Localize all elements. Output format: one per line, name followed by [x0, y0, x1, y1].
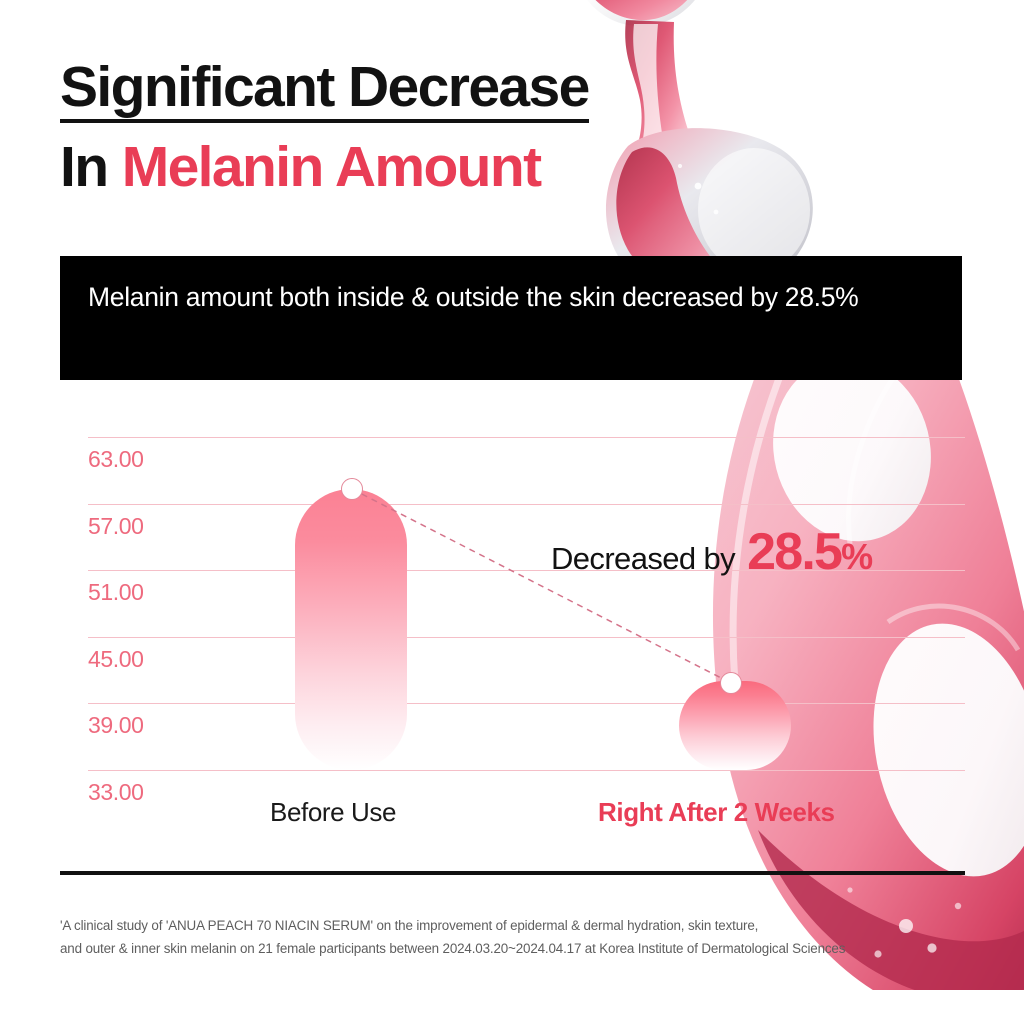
- data-marker-before-use: [341, 478, 363, 500]
- y-axis-tick-33: 33.00: [88, 779, 144, 805]
- y-axis-tick-51: 51.00: [88, 579, 144, 605]
- y-axis-tick-45: 45.00: [88, 646, 144, 672]
- y-axis-tick-63: 63.00: [88, 446, 144, 472]
- chart-grid: 63.00 57.00 51.00 45.00 39.00 33.00: [60, 420, 965, 840]
- decrease-callout-label: Decreased by: [551, 541, 736, 576]
- data-marker-right-after-2-weeks: [720, 672, 742, 694]
- bar-right-after-2-weeks-shape: [679, 681, 791, 770]
- footnote: 'A clinical study of 'ANUA PEACH 70 NIAC…: [60, 914, 980, 960]
- gridline-45: [88, 637, 965, 638]
- gridline-33: [88, 770, 965, 771]
- headline-line-2-prefix: In: [60, 135, 122, 200]
- melanin-bar-chart: 63.00 57.00 51.00 45.00 39.00 33.00 Befo…: [60, 420, 965, 840]
- gridline-51: [88, 570, 965, 571]
- gridline-39: [88, 703, 965, 704]
- bar-before-use: [295, 489, 407, 770]
- y-axis-tick-39: 39.00: [88, 712, 144, 738]
- chart-bars: [60, 420, 965, 840]
- trend-dashed-line: [351, 488, 732, 684]
- decrease-callout: Decreased by 28.5 %: [551, 522, 873, 582]
- headline-line-1: Significant Decrease: [60, 57, 590, 124]
- footer-divider: [60, 871, 965, 875]
- headline-line-2-accent: Melanin Amount: [121, 135, 542, 200]
- x-axis-label-before-use: Before Use: [270, 797, 397, 827]
- bar-right-after-2-weeks: [679, 681, 791, 770]
- summary-banner: Melanin amount both inside & outside the…: [60, 256, 962, 380]
- headline-line-2: In Melanin Amount: [60, 137, 680, 197]
- x-axis-label-right-after-2-weeks: Right After 2 Weeks: [598, 797, 835, 827]
- bar-before-use-shape: [295, 489, 407, 770]
- footnote-line-1: 'A clinical study of 'ANUA PEACH 70 NIAC…: [60, 918, 759, 933]
- footnote-line-2: and outer & inner skin melanin on 21 fem…: [60, 941, 846, 957]
- trend-connector: [351, 488, 732, 684]
- headline: Significant Decrease In Melanin Amount: [60, 57, 680, 198]
- summary-banner-text: Melanin amount both inside & outside the…: [88, 282, 859, 312]
- decrease-callout-value: 28.5: [747, 523, 843, 581]
- gridline-63: [88, 437, 965, 438]
- decrease-callout-unit: %: [841, 536, 873, 577]
- gridline-57: [88, 504, 965, 505]
- y-axis-tick-57: 57.00: [88, 513, 144, 539]
